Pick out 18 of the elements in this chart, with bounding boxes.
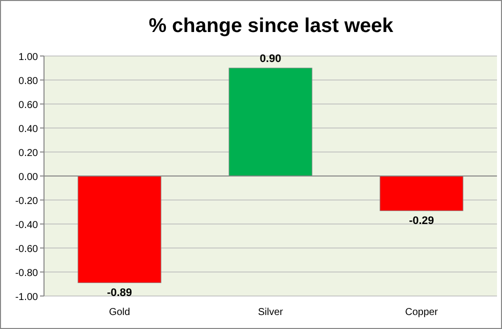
y-tick-label: -1.00 (15, 292, 38, 303)
chart-title: % change since last week (148, 15, 394, 37)
y-tick-label: -0.60 (15, 244, 38, 255)
x-tick-label: Copper (405, 307, 439, 318)
x-tick-label: Gold (108, 307, 130, 318)
data-label: -0.29 (408, 214, 434, 227)
y-tick-label: 1.00 (18, 52, 38, 63)
y-tick-label: -0.40 (15, 220, 38, 231)
y-tick-label: 0.40 (18, 124, 38, 135)
y-tick-label: -0.80 (15, 268, 38, 279)
y-tick-label: 0.00 (18, 172, 38, 183)
y-tick-label: 0.80 (18, 76, 38, 87)
data-label: 0.90 (260, 53, 282, 65)
y-tick-label: 0.20 (18, 148, 38, 159)
x-tick-label: Silver (258, 307, 284, 318)
data-label: -0.89 (106, 286, 132, 299)
y-tick-label: 0.60 (18, 100, 38, 111)
y-tick-label: -0.20 (15, 196, 38, 207)
